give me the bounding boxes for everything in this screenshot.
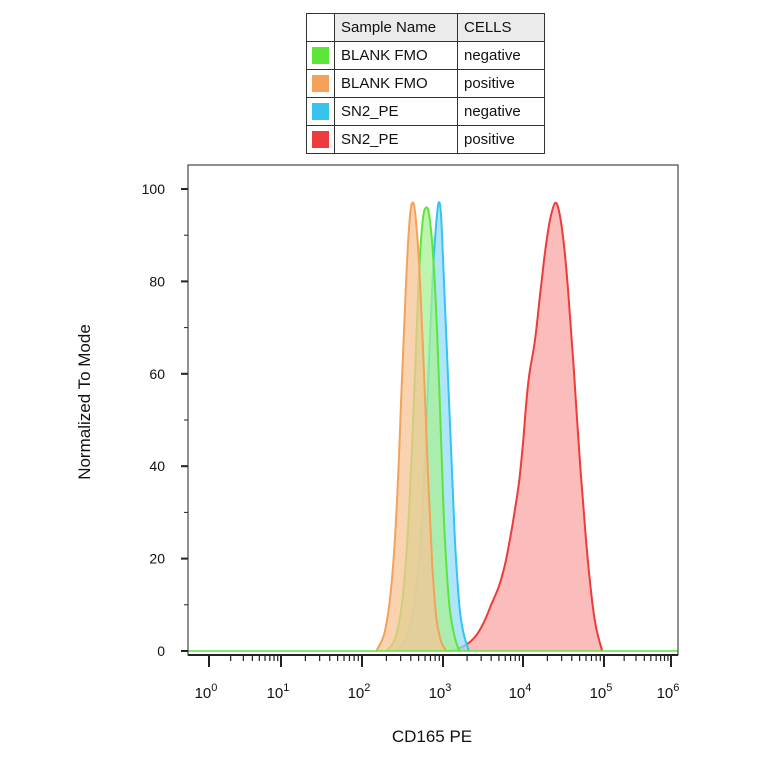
y-tick-label: 60 xyxy=(149,366,165,382)
legend-swatch-red xyxy=(312,131,329,149)
x-tick-label: 103 xyxy=(429,682,452,702)
axis-layer: 0 20 40 60 80 100 100 101 102 103 104 105 106 xyxy=(142,181,680,702)
legend-cells-value: positive xyxy=(457,125,545,154)
legend-row: SN2_PE positive xyxy=(306,125,545,154)
x-tick-label: 102 xyxy=(348,682,371,702)
legend-header-cells: CELLS xyxy=(457,13,545,42)
series-layer xyxy=(188,201,678,652)
x-tick-label: 105 xyxy=(590,682,613,702)
x-axis-label: CD165 PE xyxy=(392,727,472,746)
legend-cells-value: negative xyxy=(457,41,545,70)
legend-swatch-green xyxy=(312,47,329,65)
legend-row: BLANK FMO negative xyxy=(306,41,545,70)
legend-row: BLANK FMO positive xyxy=(306,69,545,98)
x-tick-label: 101 xyxy=(267,682,290,702)
series-3-line xyxy=(375,201,448,652)
y-tick-label: 40 xyxy=(149,458,165,474)
legend-sample-name: SN2_PE xyxy=(334,125,458,154)
legend-sample-name: BLANK FMO xyxy=(334,41,458,70)
legend-corner-cell xyxy=(306,13,335,42)
legend-cells-value: negative xyxy=(457,97,545,126)
y-tick-label: 80 xyxy=(149,273,165,289)
y-axis-label: Normalized To Mode xyxy=(75,324,94,480)
x-tick-label: 100 xyxy=(195,682,218,702)
x-tick-label: 104 xyxy=(509,682,532,702)
x-tick-label: 106 xyxy=(657,682,680,702)
series-3-area xyxy=(376,202,447,651)
series-0-area xyxy=(449,202,603,652)
legend-swatch-blue xyxy=(312,103,329,121)
y-tick-label: 100 xyxy=(142,181,166,197)
y-tick-label: 20 xyxy=(149,551,165,567)
legend-swatch-orange xyxy=(312,75,329,93)
legend-table: Sample Name CELLS BLANK FMO negative BLA… xyxy=(306,13,545,154)
series-0-line xyxy=(448,201,604,652)
y-tick-label: 0 xyxy=(157,643,165,659)
legend-sample-name: BLANK FMO xyxy=(334,69,458,98)
